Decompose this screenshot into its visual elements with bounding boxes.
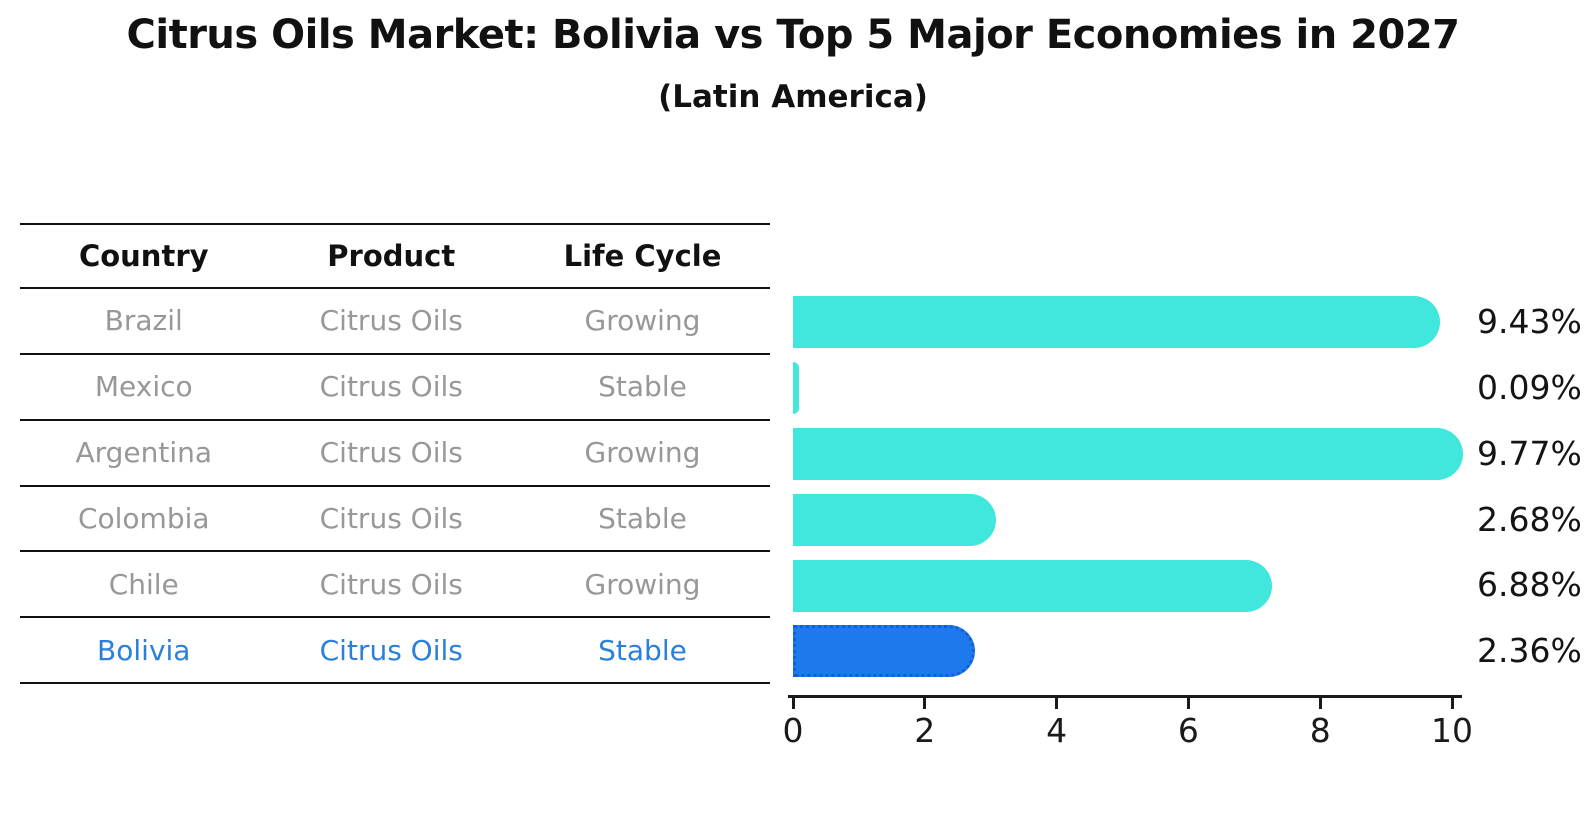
bar-mexico: [793, 361, 799, 414]
lifecycle-cell: Growing: [584, 567, 701, 601]
lifecycle-cell: Stable: [598, 502, 687, 535]
x-axis-tick-label: 10: [1431, 711, 1473, 750]
x-axis-tick: [1186, 695, 1190, 709]
country-cell: Colombia: [77, 502, 210, 535]
x-axis-tick-label: 8: [1309, 711, 1331, 750]
header-country: Country: [78, 238, 209, 273]
country-cell: Chile: [108, 567, 179, 601]
chart-subtitle: (Latin America): [658, 79, 928, 115]
value-label: 9.43%: [1477, 301, 1582, 341]
value-label: 2.36%: [1477, 631, 1582, 671]
x-axis-tick: [923, 695, 927, 709]
value-label: 6.88%: [1477, 565, 1582, 605]
table-header-row: Country Product Life Cycle: [20, 223, 770, 289]
x-axis-tick-label: 4: [1046, 711, 1068, 750]
table-row: Argentina Citrus Oils Growing: [20, 421, 770, 487]
country-cell: Brazil: [104, 304, 183, 338]
lifecycle-cell: Stable: [598, 370, 687, 404]
table-row: Bolivia Citrus Oils Stable: [20, 618, 770, 685]
bar-bolivia-highlight: [793, 625, 975, 678]
table-row: Chile Citrus Oils Growing: [20, 552, 770, 619]
bar-argentina: [793, 427, 1463, 480]
product-cell: Citrus Oils: [319, 633, 463, 667]
x-axis-tick-label: 2: [914, 711, 936, 750]
lifecycle-cell: Growing: [584, 436, 701, 470]
x-axis-tick: [1318, 695, 1322, 709]
lifecycle-cell: Growing: [584, 304, 701, 338]
x-axis-tick: [791, 695, 795, 709]
product-cell: Citrus Oils: [319, 502, 463, 535]
country-cell: Argentina: [75, 436, 213, 470]
bar-chile: [793, 559, 1273, 612]
x-axis-line: [788, 695, 1462, 698]
x-axis-tick-label: 0: [782, 711, 804, 750]
table-row: Brazil Citrus Oils Growing: [20, 289, 770, 355]
country-cell: Bolivia: [97, 633, 191, 667]
country-table: Country Product Life Cycle Brazil Citrus…: [20, 223, 770, 685]
value-label: 9.77%: [1477, 433, 1582, 473]
header-product: Product: [327, 238, 456, 273]
x-axis-tick-label: 6: [1177, 711, 1199, 750]
product-cell: Citrus Oils: [319, 370, 463, 404]
product-cell: Citrus Oils: [319, 304, 463, 338]
product-cell: Citrus Oils: [319, 567, 463, 601]
table-row: Mexico Citrus Oils Stable: [20, 355, 770, 421]
value-label: 0.09%: [1477, 367, 1582, 407]
x-axis-tick: [1055, 695, 1059, 709]
chart-title: Citrus Oils Market: Bolivia vs Top 5 Maj…: [126, 12, 1461, 58]
x-axis-tick: [1450, 695, 1454, 709]
table-row: Colombia Citrus Oils Stable: [20, 487, 770, 553]
header-lifecycle: Life Cycle: [563, 238, 722, 273]
bar-colombia: [793, 493, 996, 546]
country-cell: Mexico: [94, 370, 193, 404]
product-cell: Citrus Oils: [319, 436, 463, 470]
lifecycle-cell: Stable: [598, 633, 687, 667]
value-label: 2.68%: [1477, 499, 1582, 539]
bar-brazil: [793, 295, 1441, 348]
